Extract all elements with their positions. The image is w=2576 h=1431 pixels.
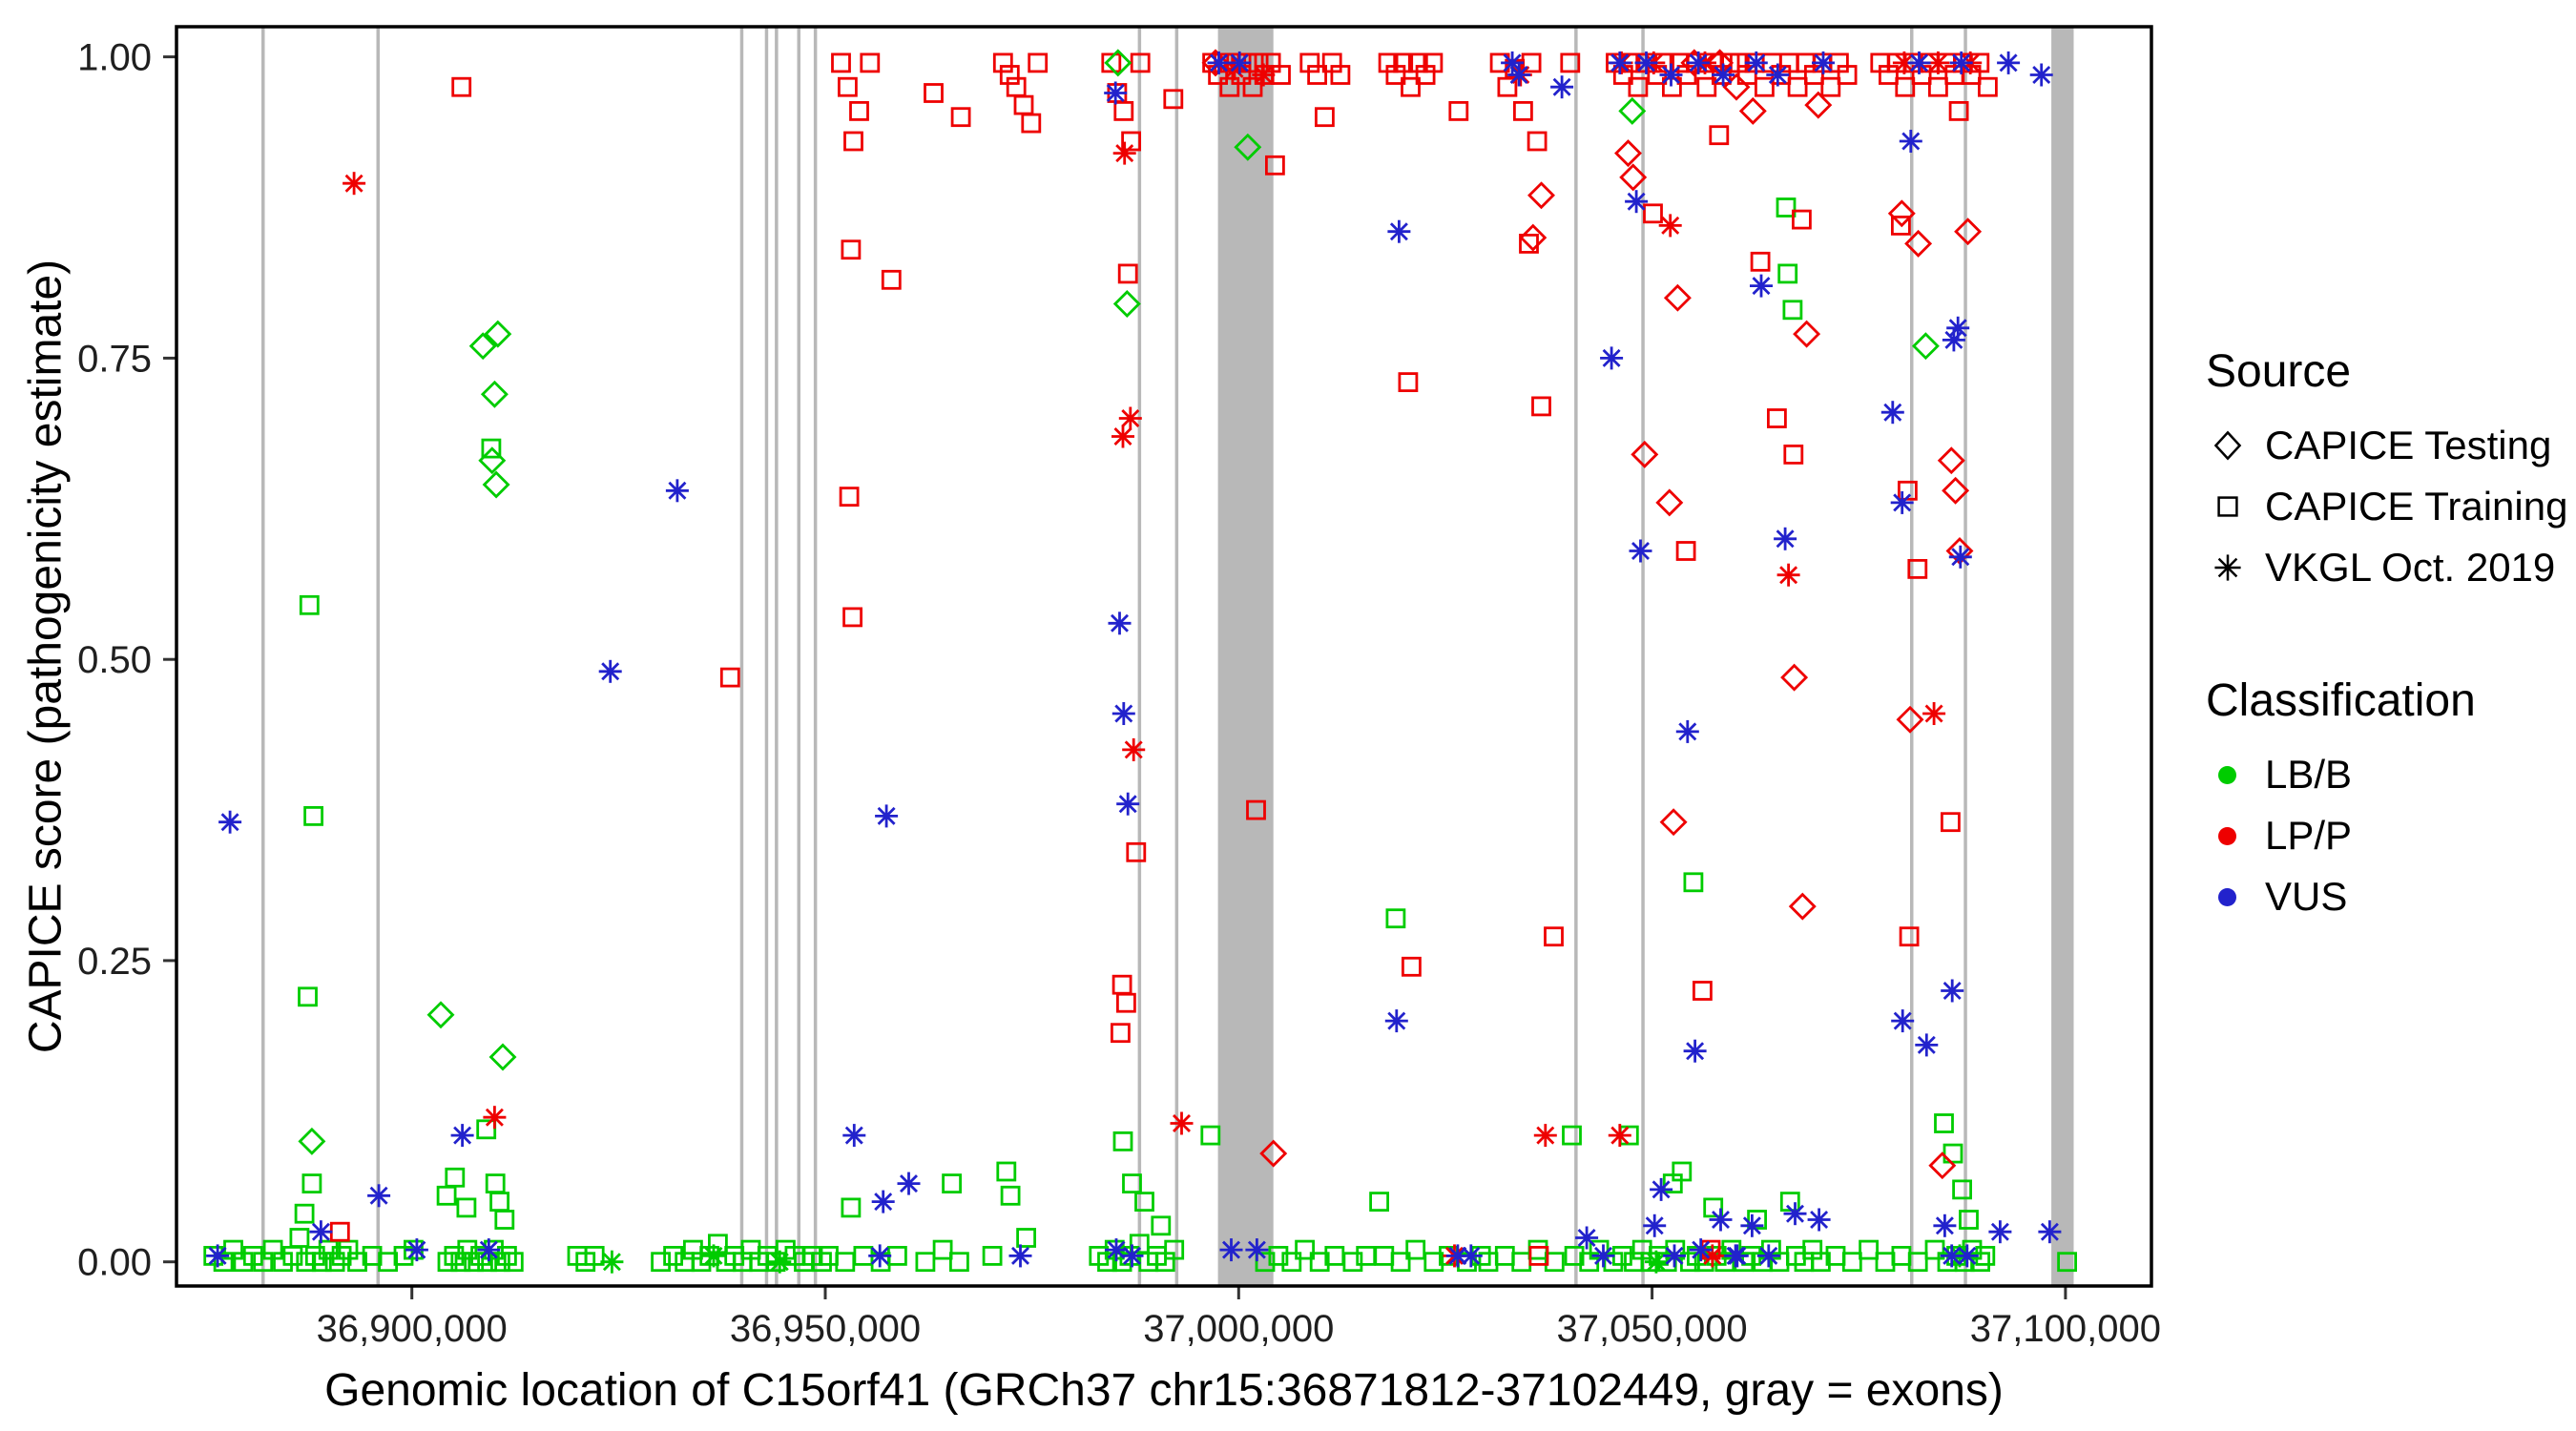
legend: Source CAPICE Testing CAPICE Training VK… [2206,345,2567,935]
square-icon [2217,496,2238,517]
diamond-icon [2213,430,2242,461]
asterisk-icon [2214,554,2241,581]
legend-item-lbb: LB/B [2206,752,2567,798]
lbb-dot-icon [2218,765,2236,784]
legend-item-label: CAPICE Training [2265,484,2568,529]
lpp-dot-icon [2218,826,2236,845]
legend-item-label: VKGL Oct. 2019 [2265,545,2556,590]
svg-text:0.50: 0.50 [77,639,152,681]
legend-source-title: Source [2206,346,2352,397]
svg-text:37,050,000: 37,050,000 [1556,1308,1747,1350]
svg-text:36,950,000: 36,950,000 [730,1308,921,1350]
legend-item-label: CAPICE Testing [2265,423,2552,467]
y-axis-title: CAPICE score (pathogenicity estimate) [20,259,72,1054]
x-axis-title: Genomic location of C15orf41 (GRCh37 chr… [324,1365,2004,1416]
svg-text:37,100,000: 37,100,000 [1970,1308,2161,1350]
legend-item-lpp: LP/P [2206,813,2567,859]
legend-source: Source CAPICE Testing CAPICE Training VK… [2206,345,2567,591]
legend-classification: Classification LB/B LP/P VUS [2206,674,2567,920]
svg-text:0.00: 0.00 [77,1242,152,1284]
svg-text:1.00: 1.00 [77,37,152,79]
legend-item-capice-training: CAPICE Training [2206,484,2567,529]
svg-text:0.25: 0.25 [77,941,152,983]
svg-text:36,900,000: 36,900,000 [317,1308,508,1350]
legend-item-vus: VUS [2206,874,2567,920]
legend-item-label: LB/B [2265,752,2353,797]
vus-dot-icon [2218,887,2236,906]
legend-classification-title: Classification [2206,675,2476,726]
legend-item-vkgl: VKGL Oct. 2019 [2206,545,2567,591]
legend-item-capice-testing: CAPICE Testing [2206,423,2567,468]
legend-item-label: VUS [2265,874,2348,919]
legend-item-label: LP/P [2265,813,2353,858]
svg-text:0.75: 0.75 [77,338,152,380]
svg-text:37,000,000: 37,000,000 [1143,1308,1334,1350]
